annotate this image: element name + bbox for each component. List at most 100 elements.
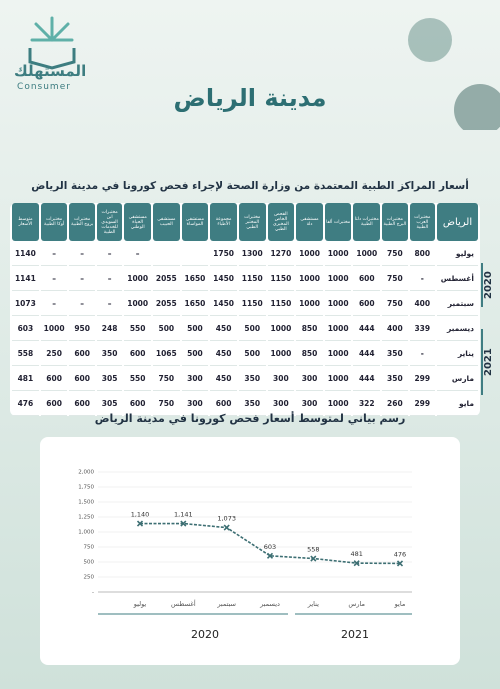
data-label: 558 [307,546,319,554]
data-label: 603 [264,543,276,551]
column-header: مستشفى دلة [296,203,323,241]
table-cell: 300 [296,366,323,391]
chart-title: رسم بياني لمتوسط أسعار فحص كورونا في مدي… [94,412,406,425]
table-cell: 600 [69,391,95,416]
table-row: مايو 299 260 322 1000 300 300 350 600 300 750 600 30… [12,391,478,416]
table-cell: 1150 [238,291,266,316]
table-cell: 600 [69,366,95,391]
table-cell: 1650 [181,266,209,291]
table-row: يناير -350 444 1000 850 1000 500 450 500 1065 600 3… [12,341,478,366]
table-cell: 1000 [324,391,352,416]
table-cell: 558 [12,341,39,366]
logo-icon [28,16,76,70]
table-cell: 300 [267,391,295,416]
column-header: مختبرات بروج الطبية [69,203,95,241]
y-tick-label: 1,500 [78,500,94,506]
table-cell: 1065 [153,341,180,366]
year-label: 2020 [481,263,500,307]
x-tick-label: مايو [394,600,406,608]
table-cell: 250 [40,341,68,366]
table-cell: 450 [210,366,237,391]
year-label: 2020 [191,628,219,641]
table-cell: 550 [124,316,151,341]
table-cell: 500 [238,341,266,366]
table-cell: - [409,266,435,291]
y-tick-label: 750 [84,545,95,551]
table-cell: 322 [353,391,381,416]
column-header: مستشفى الحياة الوطني [124,203,151,241]
table-cell: يوليو [437,241,478,266]
table-cell: 444 [353,366,381,391]
table-cell: 300 [267,366,295,391]
table-cell: 603 [12,316,39,341]
table-cell: 1000 [124,291,151,316]
table-cell: 248 [96,316,123,341]
table-cell: 305 [96,366,123,391]
table-cell: 1150 [238,266,266,291]
column-header: مختبرات المختبر الطبي [238,203,266,241]
column-header: مستشفى المواساة [181,203,209,241]
table-cell: 600 [40,391,68,416]
table-cell: – [69,241,95,266]
table-cell: 600 [40,366,68,391]
empty-cell [153,241,180,266]
column-header: مختبرات ابن السويدي للخدمات الطبية [96,203,123,241]
table-cell: 299 [409,391,435,416]
data-point [396,560,404,567]
virus-decoration [408,18,500,130]
table-cell: 500 [181,316,209,341]
x-tick-label: يناير [307,600,319,608]
table-cell: ديسمبر [437,316,478,341]
column-header: الرياض [437,203,478,241]
table-cell: 950 [69,316,95,341]
year-label: 2021 [481,329,500,395]
table-cell: 1073 [12,291,39,316]
table-cell: مايو [437,391,478,416]
table-cell: 1141 [12,266,39,291]
table-cell: 600 [124,341,151,366]
data-point [353,560,360,567]
table-cell: مارس [437,366,478,391]
table-cell: يناير [437,341,478,366]
table-cell: أغسطس [437,266,478,291]
table-cell: 1000 [324,266,352,291]
data-label: 1,141 [174,511,193,519]
table-cell: 1000 [324,241,352,266]
table-cell: 1000 [324,291,352,316]
table-cell: 444 [353,316,381,341]
table-cell: 1150 [267,266,295,291]
year-label: 2021 [341,628,369,641]
table-cell: 550 [124,366,151,391]
column-header: مختبرات ألفا [324,203,352,241]
table-row: يوليو 800 750 1000 1000 1000 1270 1300 1750– – – –1… [12,241,478,266]
table-cell: 1000 [124,266,151,291]
table-cell: – [96,291,123,316]
column-header: الفحص الخاص المخبري الطبي [267,203,295,241]
table-cell: 750 [153,366,180,391]
empty-cell [181,241,209,266]
table-title: أسعار المراكز الطبية المعتمدة من وزارة ا… [31,180,469,192]
data-point [310,555,317,562]
table-cell: 1450 [210,291,237,316]
column-header: مختبرات العرب الطبية [409,203,435,241]
table-cell: – [96,266,123,291]
table-cell: – [96,241,123,266]
chart: - 250 500 750 1,000 1,250 1,500 1,750 2,000 1,140… [78,470,412,641]
y-tick-label: 1,750 [78,485,94,491]
table-cell: 1300 [238,241,266,266]
logo-text: Consumer [17,82,71,92]
table-cell: 350 [96,341,123,366]
table-cell: 1000 [296,291,323,316]
table-cell: – [124,241,151,266]
table-cell: 600 [69,341,95,366]
table-cell: 350 [382,341,408,366]
table-cell: – [69,266,95,291]
x-tick-label: سبتمبر [216,600,236,608]
price-table: الرياض مختبرات العرب الطبية مختبرات البرج … [10,203,480,416]
table-row: مارس 299 350 444 1000 300 300 350 450 300 750 550 30… [12,366,478,391]
table-cell: 476 [12,391,39,416]
table-cell: 350 [382,366,408,391]
x-tick-label: مارس [348,600,365,608]
table-cell: 481 [12,366,39,391]
